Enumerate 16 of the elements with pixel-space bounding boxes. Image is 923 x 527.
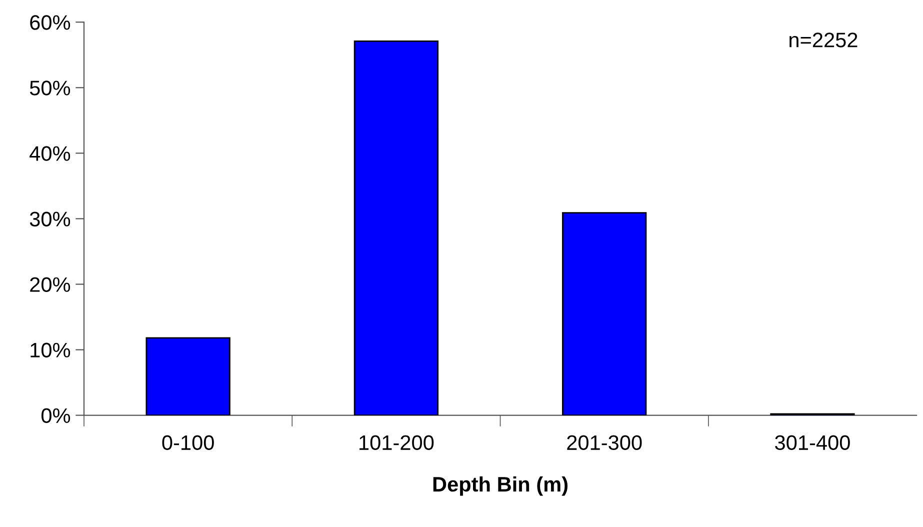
y-tick-label: 0% bbox=[42, 408, 70, 424]
x-tick-label: 301-400 bbox=[775, 435, 850, 450]
annotation: n=2252 bbox=[790, 32, 858, 48]
y-tick-label: 60% bbox=[30, 15, 70, 30]
y-tick-label: 50% bbox=[30, 80, 70, 96]
x-axis-title: Depth Bin (m) bbox=[433, 476, 568, 496]
y-tick-label: 20% bbox=[30, 277, 70, 292]
x-tick-label: 0-100 bbox=[162, 435, 214, 450]
x-tick-label: 101-200 bbox=[360, 435, 434, 450]
bar bbox=[146, 337, 230, 416]
bar bbox=[562, 212, 647, 416]
x-tick-label: 201-300 bbox=[567, 435, 642, 450]
y-tick-label: 40% bbox=[30, 146, 70, 161]
y-tick-label: 10% bbox=[30, 342, 70, 358]
bar bbox=[354, 40, 439, 416]
y-tick-label: 30% bbox=[30, 212, 70, 226]
